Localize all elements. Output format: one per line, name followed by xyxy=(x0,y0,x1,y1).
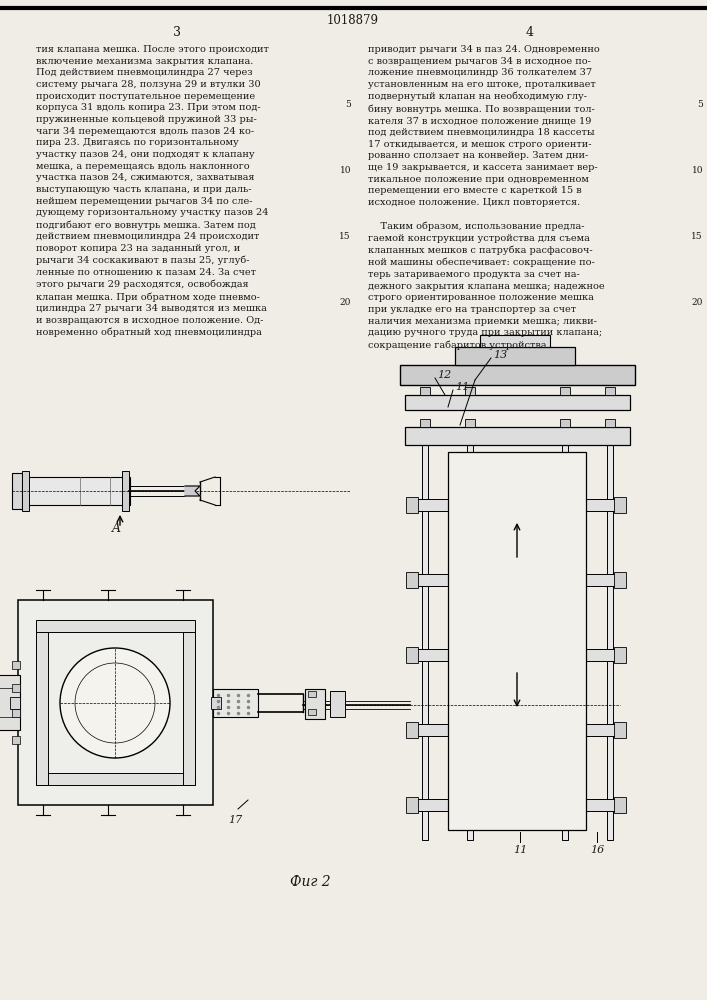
Bar xyxy=(308,691,316,697)
Bar xyxy=(455,347,575,365)
Bar xyxy=(183,632,195,785)
Text: 15: 15 xyxy=(339,232,351,241)
Bar xyxy=(614,572,626,588)
Bar xyxy=(465,419,475,427)
Bar xyxy=(614,722,626,738)
Bar xyxy=(480,335,550,347)
Text: 10: 10 xyxy=(691,166,703,175)
Bar xyxy=(605,387,615,395)
Bar xyxy=(12,709,20,717)
Bar xyxy=(406,722,418,738)
Bar xyxy=(10,697,20,709)
Bar xyxy=(12,736,20,744)
Bar xyxy=(560,387,570,395)
Text: 10: 10 xyxy=(339,166,351,175)
Text: тия клапана мешка. После этого происходит
включение механизма закрытия клапана.
: тия клапана мешка. После этого происходи… xyxy=(36,45,269,337)
Bar xyxy=(448,452,586,830)
Text: 16: 16 xyxy=(590,845,604,855)
Bar xyxy=(12,473,22,509)
Bar xyxy=(605,419,615,427)
Bar xyxy=(22,471,29,511)
Text: 12: 12 xyxy=(437,370,451,380)
Bar xyxy=(406,797,418,813)
Bar xyxy=(213,689,258,717)
Text: 11: 11 xyxy=(455,382,469,392)
Bar xyxy=(410,799,625,811)
Bar xyxy=(614,797,626,813)
Bar xyxy=(308,709,316,715)
Text: 20: 20 xyxy=(339,298,351,307)
Bar xyxy=(330,691,345,717)
Text: Фиг 2: Фиг 2 xyxy=(290,875,331,889)
Bar xyxy=(12,661,20,669)
Bar xyxy=(0,675,20,730)
Polygon shape xyxy=(185,486,200,496)
Bar xyxy=(12,684,20,692)
Bar xyxy=(406,572,418,588)
Bar xyxy=(20,477,130,505)
Bar xyxy=(410,499,625,511)
Text: 4: 4 xyxy=(526,25,534,38)
Bar xyxy=(122,471,129,511)
Bar xyxy=(410,649,625,661)
Bar xyxy=(400,365,635,385)
Bar xyxy=(36,632,48,785)
Bar xyxy=(560,419,570,427)
Bar xyxy=(614,647,626,663)
Bar xyxy=(420,419,430,427)
Bar xyxy=(18,600,213,805)
Circle shape xyxy=(60,648,170,758)
Bar xyxy=(467,445,473,840)
Bar xyxy=(36,620,195,632)
Bar xyxy=(405,427,630,445)
Bar xyxy=(422,445,428,840)
Bar xyxy=(465,387,475,395)
Text: 15: 15 xyxy=(691,232,703,241)
Text: приводит рычаги 34 в паз 24. Одновременно
с возвращением рычагов 34 в исходное п: приводит рычаги 34 в паз 24. Одновременн… xyxy=(368,45,604,350)
Bar xyxy=(410,574,625,586)
Text: 3: 3 xyxy=(173,25,181,38)
Bar xyxy=(211,697,221,709)
Bar xyxy=(410,724,625,736)
Bar xyxy=(36,773,195,785)
Text: 11: 11 xyxy=(513,845,527,855)
Text: A: A xyxy=(112,522,121,535)
Bar xyxy=(562,445,568,840)
Bar xyxy=(406,497,418,513)
Bar xyxy=(405,395,630,410)
Text: 20: 20 xyxy=(691,298,703,307)
Bar xyxy=(614,497,626,513)
Bar xyxy=(420,387,430,395)
Bar xyxy=(607,445,613,840)
Text: 5: 5 xyxy=(697,100,703,109)
Text: 17: 17 xyxy=(228,815,243,825)
Text: 5: 5 xyxy=(345,100,351,109)
Bar xyxy=(305,689,325,719)
Text: 1018879: 1018879 xyxy=(327,13,379,26)
Text: 13: 13 xyxy=(493,350,507,360)
Bar xyxy=(406,647,418,663)
